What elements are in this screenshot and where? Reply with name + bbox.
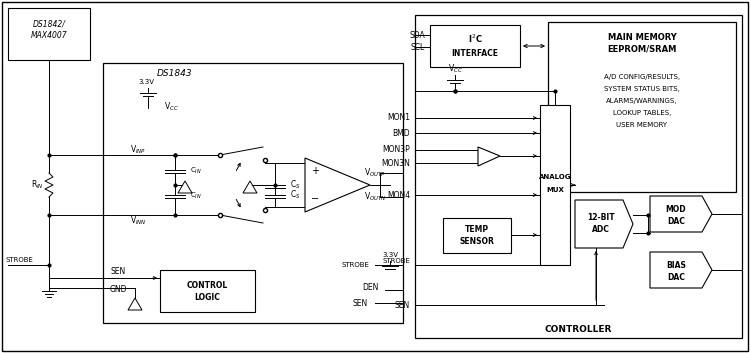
Polygon shape [243, 181, 257, 193]
Polygon shape [650, 252, 712, 288]
Text: SEN: SEN [110, 268, 125, 276]
Text: A/D CONFIG/RESULTS,: A/D CONFIG/RESULTS, [604, 74, 680, 80]
Text: STROBE: STROBE [341, 262, 369, 268]
Text: DAC: DAC [667, 273, 685, 281]
Text: MAX4007: MAX4007 [31, 31, 68, 41]
Polygon shape [650, 196, 712, 232]
Bar [443, 218, 511, 253]
Bar [103, 63, 403, 323]
Text: C$_S$: C$_S$ [290, 189, 301, 201]
Text: MOD: MOD [666, 204, 686, 214]
Polygon shape [575, 200, 633, 248]
Text: SCL: SCL [411, 42, 425, 52]
Text: GND: GND [110, 286, 127, 294]
Text: V$_{CC}$: V$_{CC}$ [164, 101, 178, 113]
Text: LOOKUP TABLES,: LOOKUP TABLES, [613, 110, 671, 116]
Polygon shape [128, 298, 142, 310]
Text: DEN: DEN [362, 282, 378, 292]
Text: I$^2$C: I$^2$C [468, 33, 482, 45]
Text: MAIN MEMORY: MAIN MEMORY [608, 34, 676, 42]
Text: V$_{CC}$: V$_{CC}$ [448, 63, 463, 75]
Text: +: + [311, 166, 319, 176]
Text: C$_{IN}$: C$_{IN}$ [190, 191, 202, 201]
Text: MON4: MON4 [387, 191, 410, 199]
Text: SEN: SEN [394, 300, 410, 310]
Text: BMD: BMD [392, 128, 410, 138]
Text: MON3N: MON3N [381, 158, 410, 168]
Bar [548, 22, 736, 192]
Text: CONTROLLER: CONTROLLER [544, 325, 612, 335]
Text: DS1843: DS1843 [158, 70, 193, 78]
Text: MON1: MON1 [387, 114, 410, 122]
Bar [160, 270, 255, 312]
Text: V$_{OUTN}$: V$_{OUTN}$ [364, 191, 386, 203]
Text: V$_{OUTP}$: V$_{OUTP}$ [364, 167, 386, 179]
Text: ALARMS/WARNINGS,: ALARMS/WARNINGS, [606, 98, 678, 104]
Text: SDA: SDA [410, 30, 425, 40]
Text: MON3P: MON3P [382, 145, 410, 155]
Text: ADC: ADC [592, 226, 610, 234]
Text: C$_S$: C$_S$ [290, 179, 301, 191]
Text: USER MEMORY: USER MEMORY [616, 122, 668, 128]
Text: STROBE: STROBE [5, 257, 33, 263]
Text: SYSTEM STATUS BITS,: SYSTEM STATUS BITS, [604, 86, 680, 92]
Polygon shape [305, 158, 370, 212]
Text: STROBE: STROBE [382, 258, 410, 264]
Text: 12-BIT: 12-BIT [587, 214, 615, 222]
Text: ANALOG: ANALOG [538, 174, 572, 180]
Text: C$_{IN}$: C$_{IN}$ [190, 166, 202, 176]
Text: V$_{INN}$: V$_{INN}$ [130, 215, 146, 227]
Text: 3.3V: 3.3V [138, 79, 154, 85]
Bar [540, 105, 570, 265]
Text: DAC: DAC [667, 216, 685, 226]
Bar [430, 25, 520, 67]
Text: V$_{INP}$: V$_{INP}$ [130, 144, 146, 156]
Text: CONTROL: CONTROL [186, 281, 228, 289]
Polygon shape [478, 147, 500, 166]
Bar [415, 15, 742, 338]
Text: −: − [311, 194, 319, 204]
Text: SEN: SEN [352, 299, 368, 307]
Text: MUX: MUX [546, 187, 564, 193]
Text: DS1842/: DS1842/ [32, 19, 65, 29]
Text: TEMP: TEMP [465, 226, 489, 234]
Text: EEPROM/SRAM: EEPROM/SRAM [608, 44, 676, 54]
Text: SENSOR: SENSOR [460, 238, 494, 246]
Text: INTERFACE: INTERFACE [452, 48, 499, 58]
Text: R$_{IN}$: R$_{IN}$ [31, 179, 44, 191]
Polygon shape [178, 181, 192, 193]
Bar [8, 8, 90, 60]
Text: BIAS: BIAS [666, 261, 686, 269]
Text: 3.3V: 3.3V [382, 252, 398, 258]
Text: LOGIC: LOGIC [194, 293, 220, 303]
